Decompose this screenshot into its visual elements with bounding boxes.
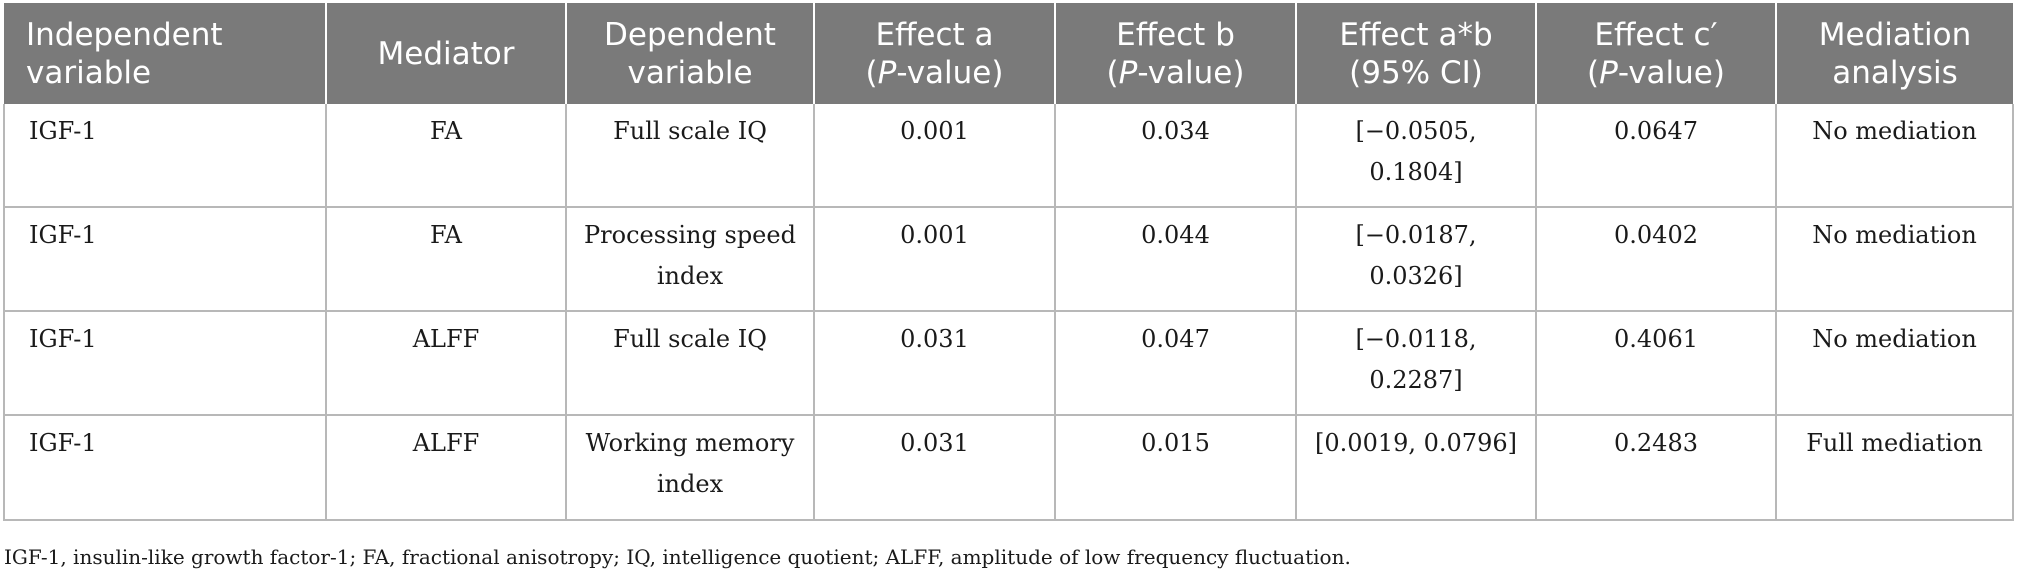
header-mediation-analysis: Mediation analysis <box>1776 3 2013 104</box>
cell-effect-a: 0.031 <box>814 311 1056 416</box>
table-row: IGF-1 ALFF Working memory index 0.031 0.… <box>3 415 2014 521</box>
cell-independent-variable: IGF-1 <box>3 207 327 312</box>
cell-mediation-analysis: No mediation <box>1776 207 2014 312</box>
mediation-analysis-table: Independent variable Mediator Dependent … <box>3 3 2014 521</box>
table-row: IGF-1 FA Processing speed index 0.001 0.… <box>3 207 2014 312</box>
cell-dependent-variable: Full scale IQ <box>566 104 815 208</box>
cell-effect-c-prime: 0.4061 <box>1536 311 1777 416</box>
cell-mediation-analysis: No mediation <box>1776 311 2014 416</box>
header-effect-c-prime: Effect c′ (P-value) <box>1536 3 1777 104</box>
cell-mediator: ALFF <box>326 415 567 521</box>
cell-effect-b: 0.047 <box>1055 311 1297 416</box>
cell-effect-a: 0.001 <box>814 104 1056 208</box>
cell-effect-a: 0.031 <box>814 415 1056 521</box>
header-effect-b: Effect b (P-value) <box>1055 3 1297 104</box>
cell-effect-ab: [−0.0187, 0.0326] <box>1296 207 1537 312</box>
header-effect-a: Effect a (P-value) <box>814 3 1056 104</box>
cell-effect-ab: [−0.0118, 0.2287] <box>1296 311 1537 416</box>
cell-mediation-analysis: Full mediation <box>1776 415 2014 521</box>
cell-independent-variable: IGF-1 <box>3 104 327 208</box>
cell-mediator: FA <box>326 207 567 312</box>
cell-effect-b: 0.015 <box>1055 415 1297 521</box>
cell-effect-c-prime: 0.0402 <box>1536 207 1777 312</box>
cell-effect-b: 0.034 <box>1055 104 1297 208</box>
cell-mediator: ALFF <box>326 311 567 416</box>
cell-dependent-variable: Processing speed index <box>566 207 815 312</box>
cell-effect-ab: [0.0019, 0.0796] <box>1296 415 1537 521</box>
cell-independent-variable: IGF-1 <box>3 415 327 521</box>
cell-effect-b: 0.044 <box>1055 207 1297 312</box>
header-row: Independent variable Mediator Dependent … <box>4 3 2013 104</box>
header-independent-variable: Independent variable <box>4 3 327 104</box>
cell-effect-c-prime: 0.0647 <box>1536 104 1777 208</box>
header-effect-ab: Effect a*b (95% CI) <box>1296 3 1537 104</box>
cell-dependent-variable: Working memory index <box>566 415 815 521</box>
mediation-table-container: Independent variable Mediator Dependent … <box>3 3 2014 521</box>
header-mediator: Mediator <box>326 3 567 104</box>
cell-effect-ab: [−0.0505, 0.1804] <box>1296 104 1537 208</box>
table-row: IGF-1 FA Full scale IQ 0.001 0.034 [−0.0… <box>3 104 2014 208</box>
cell-independent-variable: IGF-1 <box>3 311 327 416</box>
cell-effect-a: 0.001 <box>814 207 1056 312</box>
cell-mediator: FA <box>326 104 567 208</box>
table-footnote: IGF-1, insulin-like growth factor-1; FA,… <box>4 545 1351 569</box>
cell-effect-c-prime: 0.2483 <box>1536 415 1777 521</box>
header-dependent-variable: Dependent variable <box>566 3 815 104</box>
cell-mediation-analysis: No mediation <box>1776 104 2014 208</box>
cell-dependent-variable: Full scale IQ <box>566 311 815 416</box>
table-row: IGF-1 ALFF Full scale IQ 0.031 0.047 [−0… <box>3 311 2014 416</box>
